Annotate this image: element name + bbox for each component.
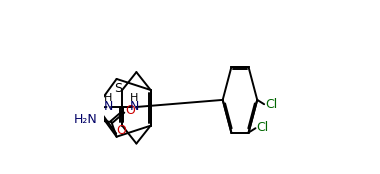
Text: N: N <box>130 100 139 113</box>
Text: H: H <box>105 93 113 103</box>
Text: H: H <box>130 93 139 103</box>
Text: Cl: Cl <box>265 98 277 111</box>
Text: O: O <box>125 104 135 117</box>
Text: S: S <box>114 82 122 94</box>
Text: N: N <box>104 100 113 113</box>
Text: H₂N: H₂N <box>74 113 98 126</box>
Text: Cl: Cl <box>256 121 269 134</box>
Text: O: O <box>117 124 127 137</box>
